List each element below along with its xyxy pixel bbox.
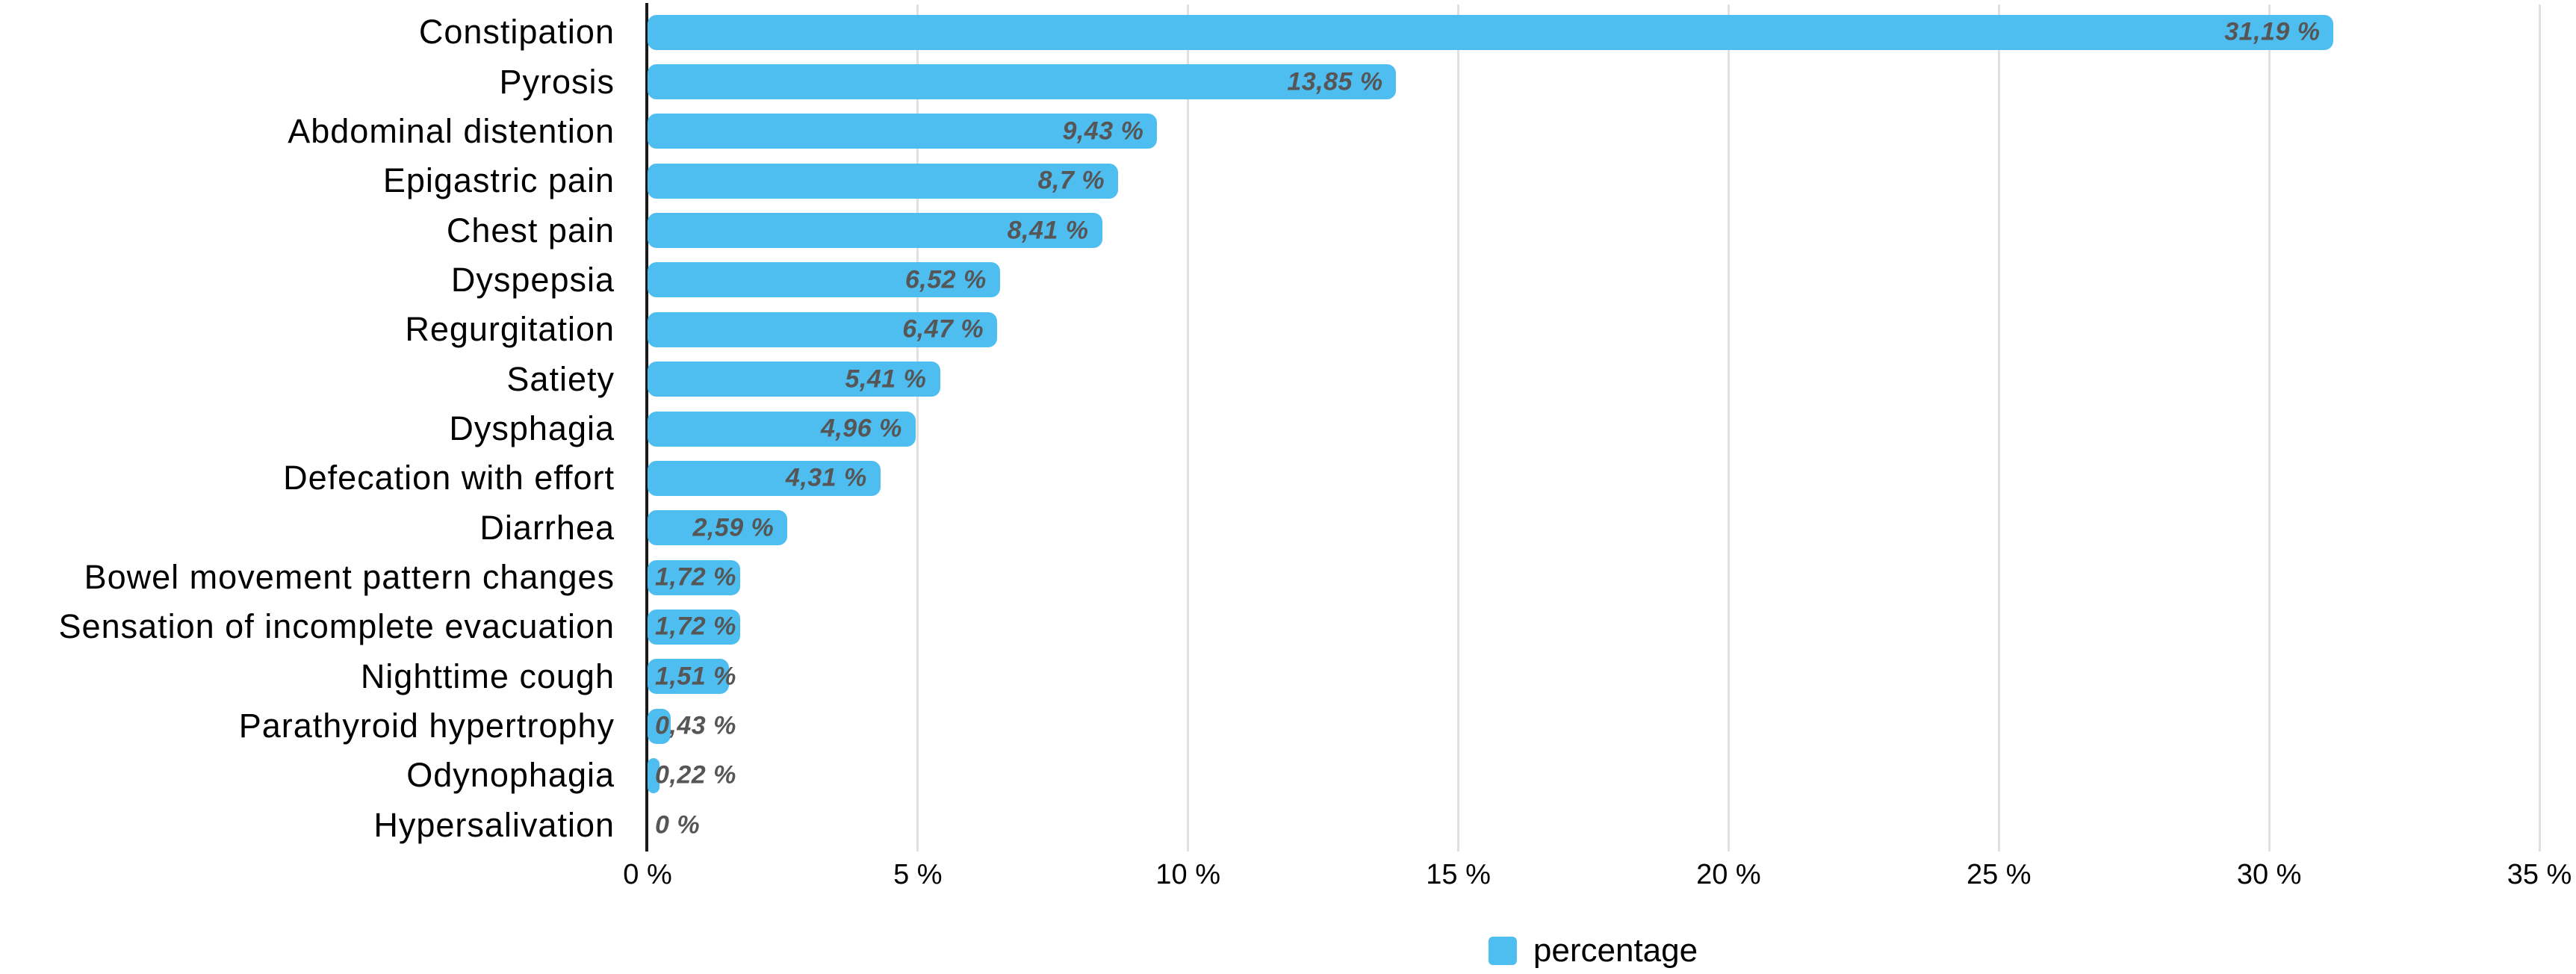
x-axis-ticks: 0 % 5 % 10 % 15 % 20 % 25 % 30 % 35 %	[0, 859, 2576, 896]
category-label: Satiety	[506, 359, 615, 398]
category-label: Diarrhea	[479, 508, 615, 547]
category-label: Bowel movement pattern changes	[84, 558, 615, 597]
bar	[648, 659, 730, 695]
value-label: 6,52 %	[904, 265, 987, 294]
y-axis-line	[645, 3, 648, 852]
category-label: Hypersalivation	[373, 805, 615, 844]
bar	[648, 609, 741, 645]
category-label: Constipation	[418, 13, 615, 52]
gridline	[1997, 4, 2000, 852]
value-label: 31,19 %	[2224, 17, 2321, 46]
category-label: Dysphagia	[449, 409, 615, 447]
x-tick-label: 35 %	[2507, 859, 2572, 890]
x-tick-label: 20 %	[1696, 859, 1761, 890]
bar	[648, 757, 659, 793]
legend-label: percentage	[1533, 932, 1698, 969]
bar	[648, 114, 1158, 149]
x-tick-label: 10 %	[1155, 859, 1221, 890]
value-label: 9,43 %	[1062, 117, 1144, 146]
category-label: Dyspepsia	[450, 260, 615, 299]
value-label: 1,72 %	[655, 562, 736, 592]
category-label: Defecation with effort	[283, 459, 615, 497]
category-label: Abdominal distention	[288, 111, 615, 150]
bar	[648, 708, 671, 744]
category-label: Epigastric pain	[382, 161, 615, 200]
value-label: 1,51 %	[655, 662, 736, 691]
category-label: Odynophagia	[406, 756, 615, 795]
category-label: Nighttime cough	[360, 657, 615, 695]
legend: percentage	[1488, 932, 1698, 970]
category-label: Sensation of incomplete evacuation	[58, 607, 615, 646]
value-label: 2,59 %	[692, 513, 775, 542]
category-label: Chest pain	[446, 211, 615, 249]
bar	[648, 311, 998, 347]
gridline	[2538, 4, 2541, 852]
gridline	[1187, 4, 1190, 852]
value-label: 1,72 %	[655, 612, 736, 641]
gridline	[916, 4, 919, 852]
bar	[648, 559, 741, 595]
x-tick-label: 15 %	[1426, 859, 1491, 890]
gridline	[1727, 4, 1730, 852]
value-label: 4,96 %	[820, 414, 902, 443]
value-label: 0,43 %	[655, 711, 736, 740]
bar	[648, 14, 2334, 50]
value-label: 8,7 %	[1037, 166, 1105, 195]
bar	[648, 510, 788, 546]
bar	[648, 213, 1102, 249]
category-label: Regurgitation	[405, 310, 615, 349]
plot-area: 31,19 % 13,85 % 9,43 % 8,7 % 8,41 % 6,52 % 6,4…	[645, 3, 2541, 852]
bar	[648, 163, 1118, 199]
gridline	[2268, 4, 2271, 852]
legend-swatch-icon	[1488, 937, 1517, 965]
value-label: 4,31 %	[785, 463, 867, 492]
category-label: Pyrosis	[499, 62, 615, 101]
bar	[648, 411, 916, 447]
gridline	[1457, 4, 1460, 852]
x-tick-label: 5 %	[893, 859, 943, 890]
x-tick-label: 0 %	[623, 859, 672, 890]
bar	[648, 362, 940, 397]
value-label: 6,47 %	[902, 314, 984, 344]
value-label: 5,41 %	[845, 365, 927, 394]
bar	[648, 460, 881, 496]
bar	[648, 64, 1397, 100]
x-tick-label: 25 %	[1966, 859, 2032, 890]
value-label: 0 %	[655, 810, 701, 840]
category-label: Parathyroid hypertrophy	[238, 707, 615, 745]
x-tick-label: 30 %	[2236, 859, 2302, 890]
bar	[648, 262, 1000, 298]
value-label: 13,85 %	[1287, 67, 1383, 96]
value-label: 8,41 %	[1007, 216, 1089, 245]
category-labels: Constipation Pyrosis Abdominal distention E…	[0, 7, 631, 850]
value-label: 0,22 %	[655, 760, 736, 790]
